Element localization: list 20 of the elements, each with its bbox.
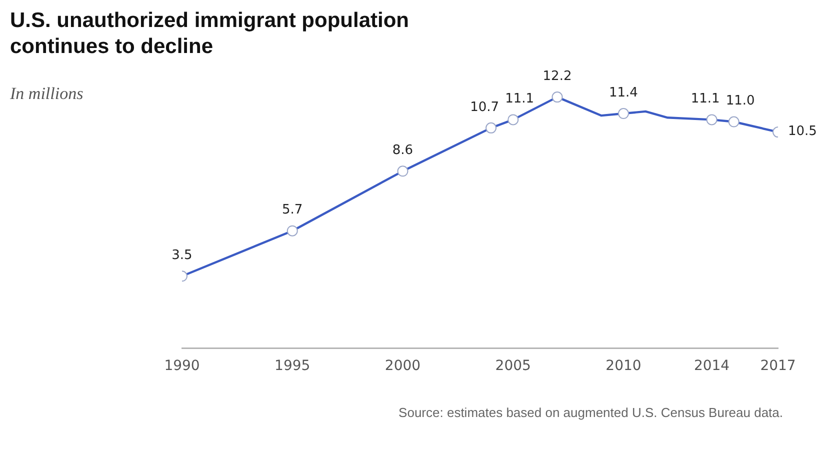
chart-subtitle: In millions	[10, 84, 84, 104]
x-tick-label: 2000	[384, 358, 421, 374]
data-label: 11.1	[505, 92, 534, 107]
data-label: 11.4	[609, 85, 638, 100]
x-tick-label: 2005	[495, 358, 531, 374]
x-tick-label: 2010	[606, 358, 642, 374]
data-label: 5.7	[282, 202, 303, 218]
data-label: 3.5	[172, 248, 192, 264]
x-tick-label: 1995	[274, 358, 310, 374]
data-label: 8.6	[392, 143, 414, 158]
x-tick-label: 1990	[164, 358, 200, 374]
data-label: 12.2	[542, 68, 572, 84]
data-label: 10.5	[788, 124, 817, 139]
chart-title: U.S. unauthorized immigrant population continues to decline	[10, 8, 410, 60]
x-tick-label: 2014	[694, 358, 730, 374]
data-label: 11.1	[690, 92, 720, 107]
source-note: Source: estimates based on augmented U.S. Census Bureau data.	[398, 404, 783, 422]
data-label: 10.7	[470, 100, 500, 115]
x-tick-label: 2017	[760, 358, 796, 374]
data-label: 11.0	[726, 94, 755, 109]
